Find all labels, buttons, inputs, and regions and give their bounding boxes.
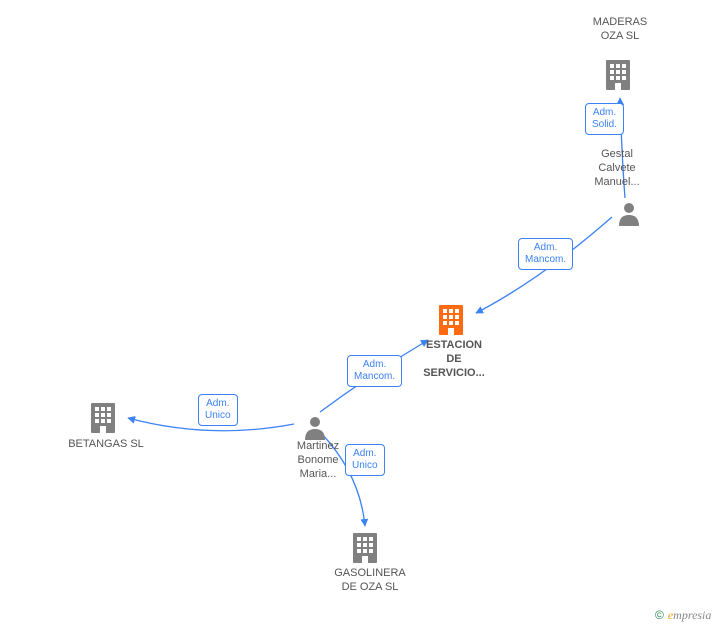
watermark-copyright: © (655, 608, 664, 622)
edge-label-adm-solid: Adm. Solid. (585, 103, 624, 135)
node-label-gestal[interactable]: Gestal Calvete Manuel... (582, 148, 652, 189)
building-icon[interactable] (434, 303, 468, 337)
node-label-gasolinera[interactable]: GASOLINERA DE OZA SL (320, 567, 420, 595)
person-icon[interactable] (616, 200, 642, 226)
edge-label-adm-mancom-2: Adm. Mancom. (347, 355, 402, 387)
node-label-martinez[interactable]: Martinez Bonome Maria... (283, 440, 353, 481)
node-label-estacion[interactable]: ESTACION DE SERVICIO... (414, 339, 494, 380)
watermark: ©empresia (655, 608, 711, 623)
node-label-betangas[interactable]: BETANGAS SL (56, 438, 156, 452)
building-icon[interactable] (601, 58, 635, 92)
building-icon[interactable] (348, 531, 382, 565)
edge-label-adm-mancom-1: Adm. Mancom. (518, 238, 573, 270)
edge-label-adm-unico-1: Adm. Unico (198, 394, 238, 426)
watermark-rest: mpresia (673, 608, 711, 622)
node-label-maderas[interactable]: MADERAS OZA SL (575, 16, 665, 44)
person-icon[interactable] (302, 414, 328, 440)
building-icon[interactable] (86, 401, 120, 435)
